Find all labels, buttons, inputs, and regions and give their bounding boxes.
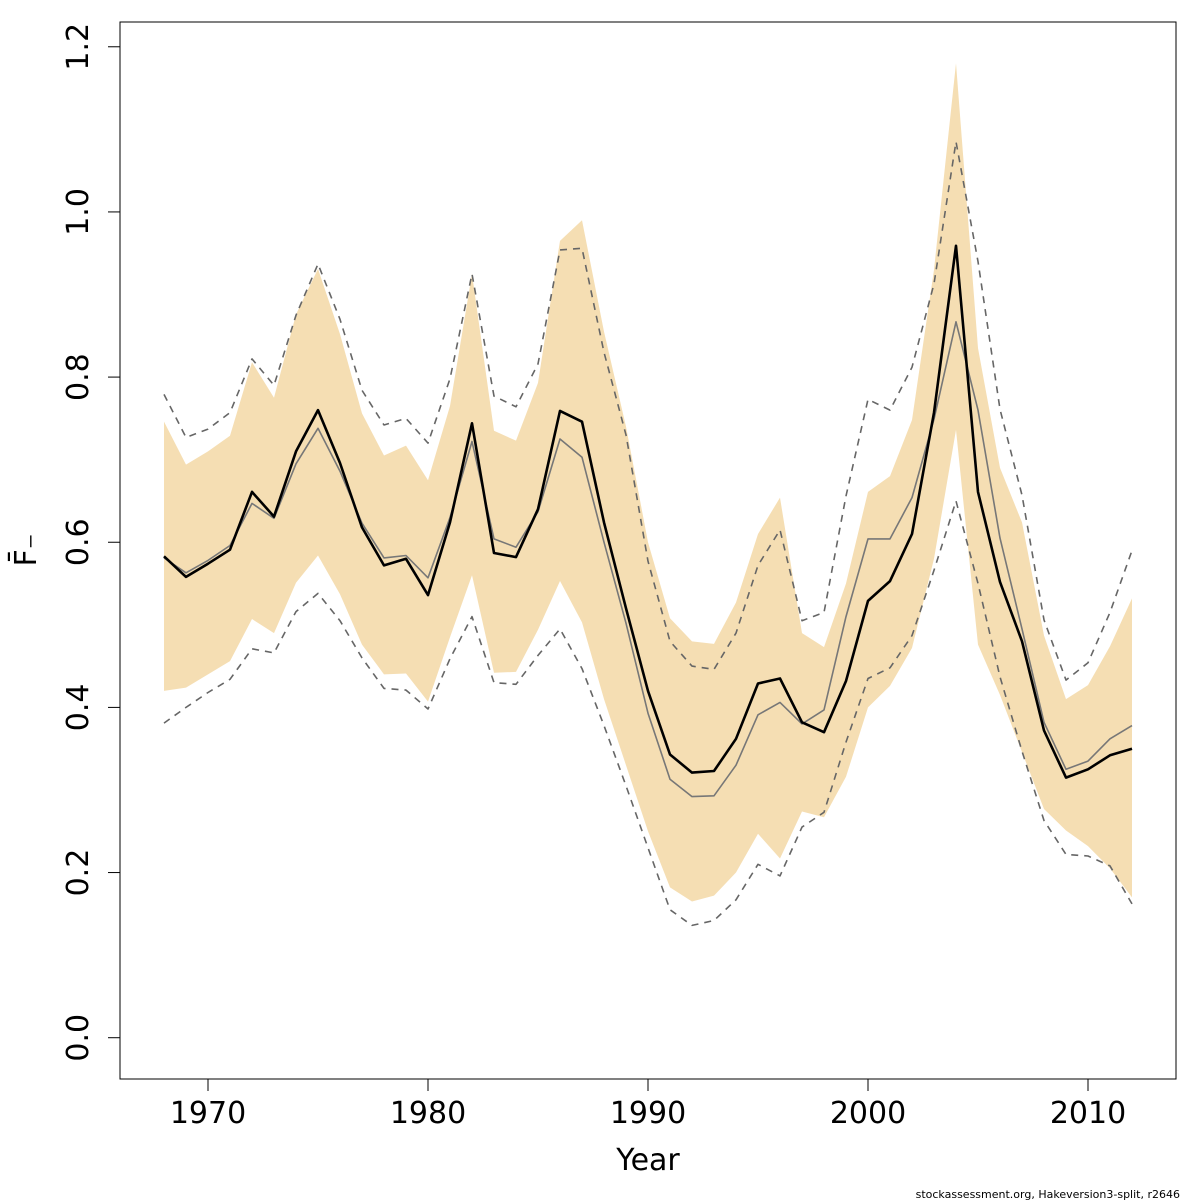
y-tick-label: 0.6	[61, 518, 96, 566]
grey-estimate-line	[163, 321, 1133, 798]
y-axis-title: F̄₋	[8, 533, 44, 566]
footer-credit: stockassessment.org, Hakeversion3-split,…	[916, 1188, 1180, 1200]
x-axis: 1970 1980 1990 2000 2010	[170, 1078, 1126, 1131]
upper-dashed-line	[163, 140, 1133, 681]
lower-dashed-line	[163, 500, 1133, 927]
x-tick-label: 1980	[390, 1096, 466, 1131]
x-tick-label: 1970	[170, 1096, 246, 1131]
x-tick-label: 2000	[830, 1096, 906, 1131]
y-tick-label: 1.2	[61, 23, 96, 71]
main-estimate-line	[163, 244, 1133, 779]
series-lines-layer	[163, 140, 1133, 927]
confidence-band-layer	[164, 63, 1132, 902]
confidence-band	[164, 63, 1132, 902]
y-tick-label: 0.4	[61, 684, 96, 732]
x-axis-title: Year	[615, 1143, 680, 1178]
x-tick-label: 1990	[610, 1096, 686, 1131]
y-tick-label: 0.0	[61, 1014, 96, 1062]
y-tick-label: 0.2	[61, 849, 96, 897]
y-axis: 0.0 0.2 0.4 0.6 0.8 1.0 1.2	[61, 23, 121, 1062]
x-tick-label: 2010	[1050, 1096, 1126, 1131]
y-tick-label: 0.8	[61, 353, 96, 401]
y-tick-label: 1.0	[61, 188, 96, 236]
